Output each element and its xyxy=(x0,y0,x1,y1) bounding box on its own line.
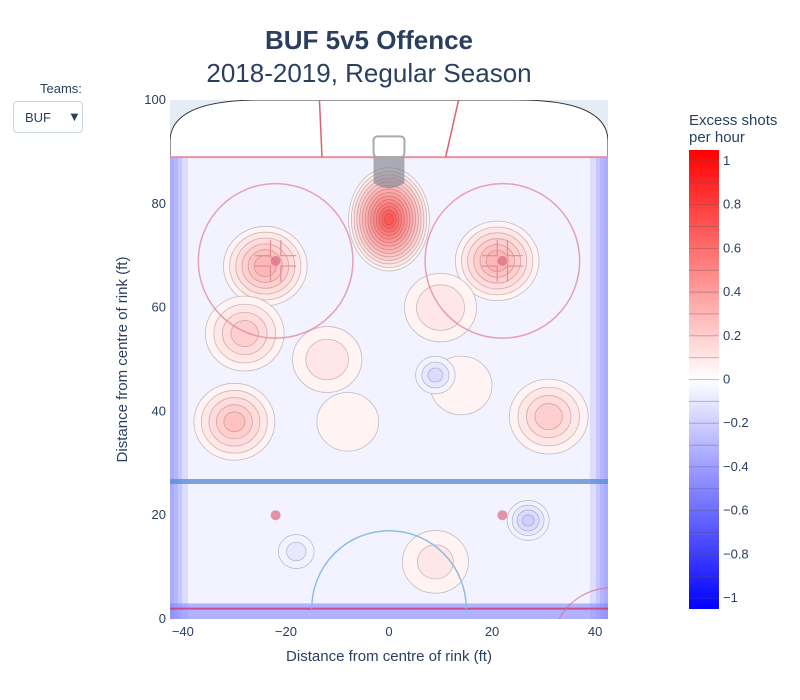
faceoff-dot xyxy=(270,255,281,266)
colorbar-tick-label: 0.6 xyxy=(723,240,741,255)
chart-subtitle: 2018-2019, Regular Season xyxy=(206,58,532,88)
board-contour-right xyxy=(604,157,608,619)
contour-level xyxy=(305,338,349,381)
behind-net-zone xyxy=(170,100,608,158)
bottom-edge-contour xyxy=(170,603,608,619)
contour-level xyxy=(427,367,444,383)
contour-level xyxy=(223,411,246,433)
colorbar-tick-label: 0.8 xyxy=(723,197,741,212)
centre-circle xyxy=(310,530,468,609)
faceoff-dot xyxy=(497,510,508,521)
colorbar-tick-label: −1 xyxy=(723,590,738,605)
goal-crease xyxy=(373,157,405,189)
rink-markings xyxy=(170,100,608,619)
colorbar-gradient xyxy=(689,150,719,609)
colorbar-tick-label: −0.6 xyxy=(723,503,749,518)
board-contours xyxy=(170,157,608,619)
y-tick-label: 20 xyxy=(152,507,166,522)
x-tick-label: 0 xyxy=(385,624,392,639)
contour-level xyxy=(286,541,307,562)
contour-level xyxy=(416,544,454,580)
faceoff-dot xyxy=(270,510,281,521)
y-tick-label: 40 xyxy=(152,403,166,418)
faceoff-hash xyxy=(280,265,297,282)
colorbar: 1 0.8 0.6 0.4 0.2 0 −0.2 −0.4 −0.6 −0.8 −1 Excess s… xyxy=(689,112,777,609)
teams-dropdown-value: BUF xyxy=(25,110,51,125)
faceoff-circle xyxy=(424,182,581,339)
colorbar-tick-label: 1 xyxy=(723,153,730,168)
board-contour-right xyxy=(590,157,608,619)
hotspots xyxy=(193,167,589,594)
y-tick-label: 0 xyxy=(159,611,166,626)
faceoff-hash xyxy=(280,240,297,257)
colorbar-title-line1: Excess shots xyxy=(689,112,777,129)
colorbar-tick-label: 0 xyxy=(723,372,730,387)
x-tick-label: −40 xyxy=(172,624,194,639)
board-contour-left xyxy=(170,157,182,619)
y-tick-label: 60 xyxy=(152,300,166,315)
contour-level xyxy=(521,514,535,527)
plot-area xyxy=(170,100,608,619)
y-tick-label: 100 xyxy=(144,92,166,107)
faceoff-hash xyxy=(481,265,498,282)
board-contour-left xyxy=(170,157,174,619)
teams-dropdown[interactable]: BUF ▼ xyxy=(13,101,83,133)
faceoff-circle xyxy=(197,182,354,339)
board-contour-left xyxy=(170,157,188,619)
board-contour-right xyxy=(596,157,608,619)
faceoff-hash xyxy=(481,240,498,257)
board-contour-right xyxy=(600,157,608,619)
x-tick-label: 40 xyxy=(588,624,602,639)
triangle-down-icon: ▼ xyxy=(68,109,81,124)
x-tick-label: 20 xyxy=(485,624,499,639)
faceoff-hash xyxy=(506,265,523,282)
trapezoid-right xyxy=(444,100,460,158)
colorbar-tick-label: −0.8 xyxy=(723,546,749,561)
teams-label: Teams: xyxy=(40,81,82,96)
faceoff-dot xyxy=(497,255,508,266)
colorbar-tick-label: 0.2 xyxy=(723,328,741,343)
neutral-circle-arc xyxy=(558,587,608,619)
x-tick-label: −20 xyxy=(275,624,297,639)
goal-net xyxy=(372,135,406,159)
contour-level xyxy=(384,213,394,226)
contour-level xyxy=(316,392,380,452)
faceoff-hash xyxy=(506,240,523,257)
x-axis-title: Distance from centre of rink (ft) xyxy=(286,648,492,665)
faceoff-hash xyxy=(255,265,272,282)
trapezoid-left xyxy=(318,100,323,158)
faceoff-hash xyxy=(255,240,272,257)
chart-title-block: BUF 5v5 Offence 2018-2019, Regular Seaso… xyxy=(0,24,738,90)
colorbar-tick-label: 0.4 xyxy=(723,284,741,299)
colorbar-tick-label: −0.4 xyxy=(723,459,749,474)
axes: −40 −20 0 20 40 0 20 40 60 80 100 Distance from cen… xyxy=(114,92,602,665)
board-contour-left xyxy=(170,157,178,619)
colorbar-title-line2: per hour xyxy=(689,129,745,146)
colorbar-tick-label: −0.2 xyxy=(723,415,749,430)
contour-level xyxy=(230,320,259,347)
y-axis-title: Distance from centre of rink (ft) xyxy=(114,257,131,463)
contour-level xyxy=(534,403,563,431)
y-tick-label: 80 xyxy=(152,196,166,211)
chart-title: BUF 5v5 Offence xyxy=(264,25,474,55)
